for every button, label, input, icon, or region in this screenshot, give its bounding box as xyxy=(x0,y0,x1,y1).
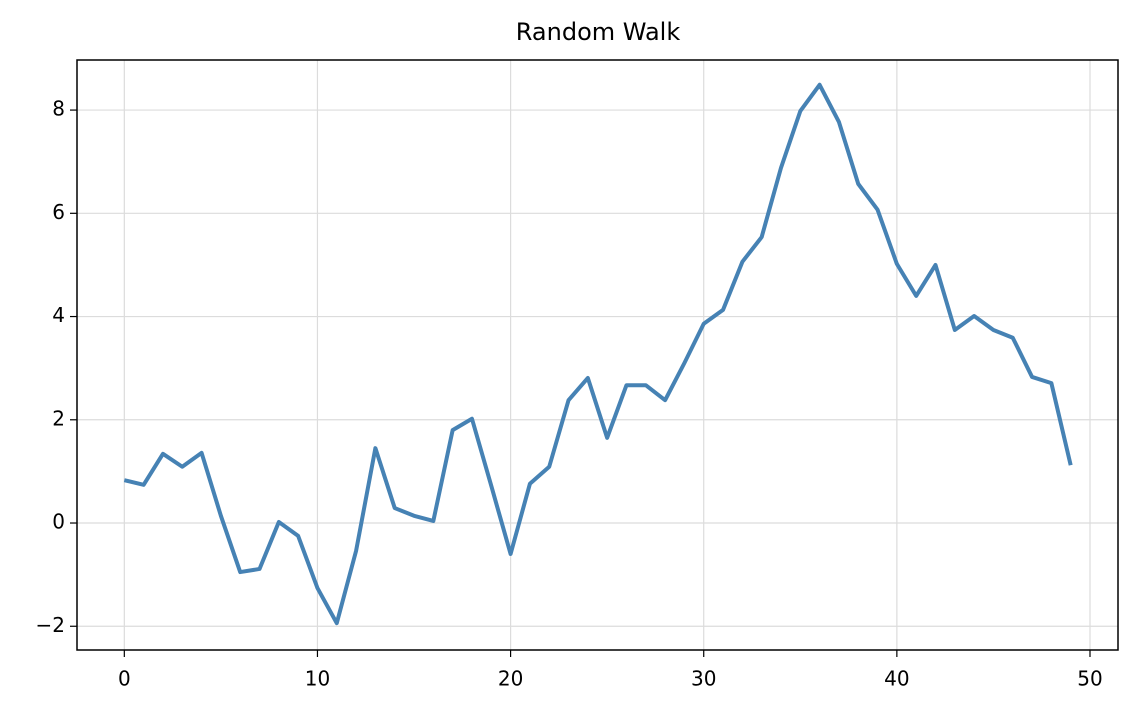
y-tick-label: 2 xyxy=(52,406,65,430)
y-tick-label: 6 xyxy=(52,200,65,224)
x-tick-label: 40 xyxy=(884,667,909,691)
x-tick-label: 50 xyxy=(1077,667,1102,691)
y-tick-label: 0 xyxy=(52,510,65,534)
x-tick-label: 20 xyxy=(498,667,523,691)
plot-frame xyxy=(76,59,1119,651)
x-tick-label: 30 xyxy=(691,667,716,691)
grid xyxy=(77,60,1118,650)
chart-title: Random Walk xyxy=(516,18,681,46)
y-tick-label: −2 xyxy=(36,613,65,637)
y-tick-label: 4 xyxy=(52,303,65,327)
x-tick-label: 10 xyxy=(305,667,330,691)
line xyxy=(123,82,1073,626)
x-tick-label: 0 xyxy=(118,667,131,691)
y-tick-label: 8 xyxy=(52,97,65,121)
